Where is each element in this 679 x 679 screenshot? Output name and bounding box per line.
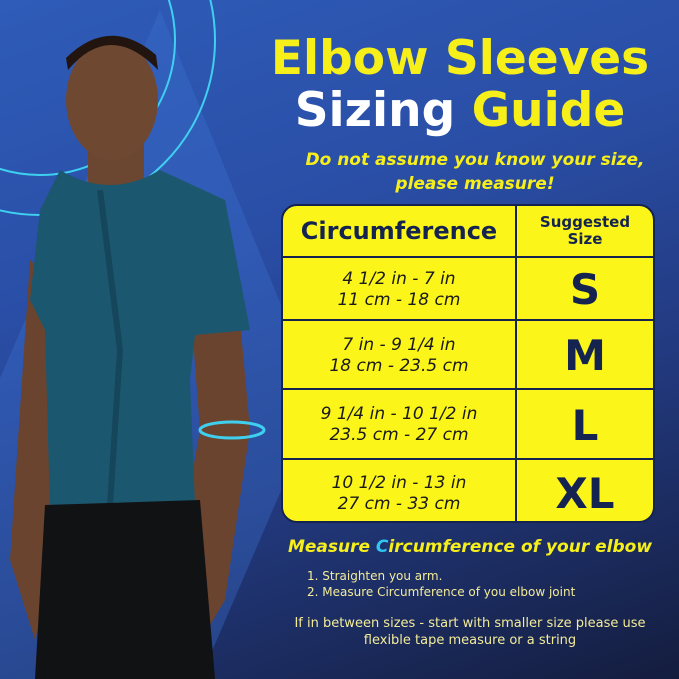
note-line1: If in between sizes - start with smaller… xyxy=(294,616,646,631)
size-table: Circumference Suggested Size 4 1/2 in - 7… xyxy=(281,204,655,523)
table-row: 9 1/4 in - 10 1/2 in 23.5 cm - 27 cm L xyxy=(283,388,653,460)
range-cell: 10 1/2 in - 13 in 27 cm - 33 cm xyxy=(283,460,517,521)
table-row: 4 1/2 in - 7 in 11 cm - 18 cm S xyxy=(283,256,653,321)
table-row: 10 1/2 in - 13 in 27 cm - 33 cm XL xyxy=(283,458,653,521)
title-guide: Guide xyxy=(471,83,626,138)
title-sizing: Sizing xyxy=(294,83,472,138)
range-cell: 7 in - 9 1/4 in 18 cm - 23.5 cm xyxy=(283,321,517,390)
measure-c: C xyxy=(375,537,389,557)
title-line1: Elbow Sleeves xyxy=(270,31,650,86)
range-cm: 11 cm - 18 cm xyxy=(337,289,461,310)
sizing-note: If in between sizes - start with smaller… xyxy=(275,615,665,649)
step-item: 2. Measure Circumference of you elbow jo… xyxy=(307,585,576,599)
size-cell: S xyxy=(569,265,601,314)
range-cm: 18 cm - 23.5 cm xyxy=(329,355,469,376)
range-cm: 23.5 cm - 27 cm xyxy=(329,425,469,445)
range-cell: 4 1/2 in - 7 in 11 cm - 18 cm xyxy=(283,258,517,321)
header-size-line1: Suggested xyxy=(539,213,631,231)
range-inches: 7 in - 9 1/4 in xyxy=(342,334,456,355)
warning-line2: please measure! xyxy=(395,174,555,194)
measure-heading: Measure Circumference of your elbow xyxy=(270,537,670,557)
size-cell: M xyxy=(564,331,606,380)
range-inches: 9 1/4 in - 10 1/2 in xyxy=(320,404,478,424)
size-cell: L xyxy=(571,400,599,450)
measure-a: Measure xyxy=(287,537,376,557)
steps-list: 1. Straighten you arm. 2. Measure Circum… xyxy=(307,568,575,600)
elbow-measure-ring xyxy=(198,420,266,440)
header-size-line2: Size xyxy=(567,230,603,248)
step-item: 1. Straighten you arm. xyxy=(307,569,443,583)
warning-line1: Do not assume you know your size, xyxy=(305,150,645,170)
range-inches: 4 1/2 in - 7 in xyxy=(342,268,456,289)
measure-b: ircumference of your elbow xyxy=(388,537,653,557)
size-cell: XL xyxy=(555,469,615,518)
range-cell: 9 1/4 in - 10 1/2 in 23.5 cm - 27 cm xyxy=(283,390,517,460)
header-circumference: Circumference xyxy=(283,206,517,256)
range-cm: 27 cm - 33 cm xyxy=(337,493,461,514)
title-line2: Sizing Guide xyxy=(250,86,670,136)
table-row: 7 in - 9 1/4 in 18 cm - 23.5 cm M xyxy=(283,319,653,390)
note-line2: flexible tape measure or a string xyxy=(363,633,577,648)
table-header: Circumference Suggested Size xyxy=(283,206,653,256)
header-suggested-size: Suggested Size xyxy=(517,206,653,256)
warning-text: Do not assume you know your size, please… xyxy=(270,148,679,196)
range-inches: 10 1/2 in - 13 in xyxy=(331,472,467,493)
